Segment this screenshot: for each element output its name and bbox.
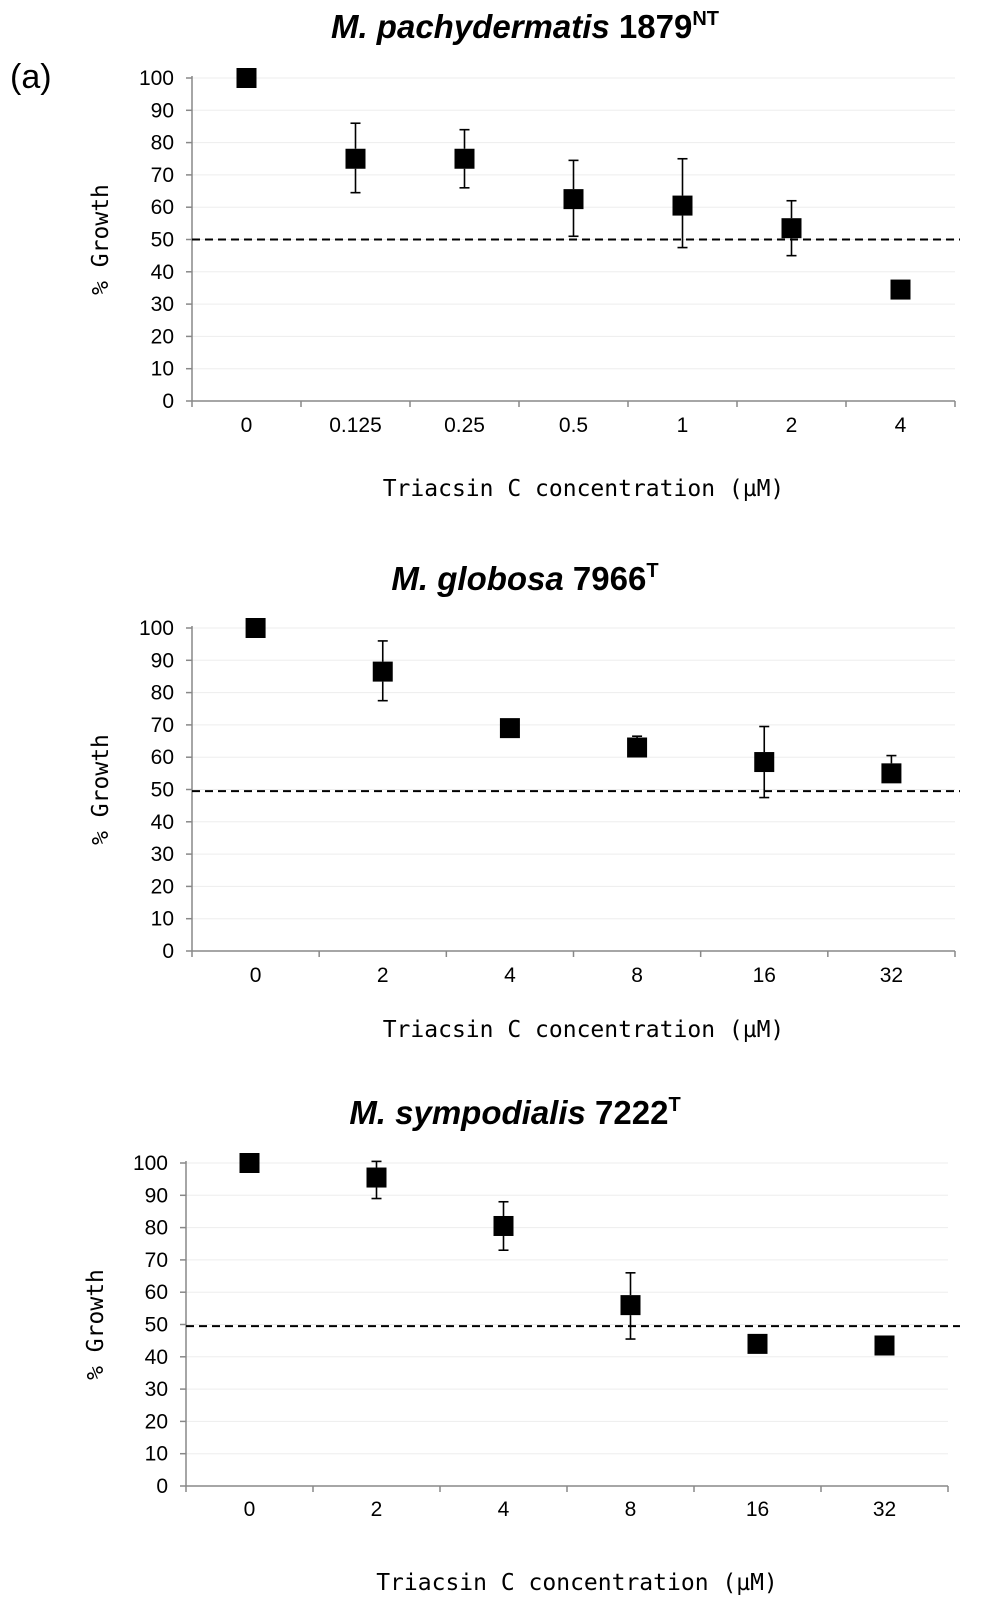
y-tick-label: 30 (151, 843, 174, 866)
x-axis-title: Triacsin C concentration (µM) (383, 1017, 785, 1043)
y-tick-label: 20 (151, 875, 174, 898)
y-tick-label: 30 (145, 1378, 168, 1401)
data-point (672, 195, 693, 216)
data-point (874, 1335, 895, 1356)
panel-label: (a) (10, 58, 52, 96)
x-axis-title: Triacsin C concentration (µM) (383, 476, 785, 502)
title-superscript: NT (692, 8, 719, 30)
data-point (366, 1167, 387, 1188)
title-strain: 1879 (610, 8, 693, 45)
x-tick-label: 0.125 (329, 414, 382, 437)
y-axis-title: % Growth (88, 184, 114, 295)
x-tick-label: 8 (625, 1498, 637, 1521)
title-strain: 7966 (564, 560, 647, 597)
title-species: M. globosa (391, 560, 563, 597)
x-tick-label: 2 (377, 964, 389, 987)
y-tick-label: 70 (151, 164, 174, 187)
y-tick-label: 50 (151, 779, 174, 802)
data-point (493, 1215, 514, 1236)
y-tick-label: 90 (151, 99, 174, 122)
data-point (747, 1333, 768, 1354)
y-tick-label: 70 (145, 1249, 168, 1272)
x-tick-label: 8 (631, 964, 643, 987)
data-point (627, 737, 648, 758)
y-tick-label: 70 (151, 714, 174, 737)
y-tick-label: 90 (145, 1184, 168, 1207)
y-axis-title: % Growth (88, 734, 114, 845)
y-tick-label: 30 (151, 293, 174, 316)
data-point (454, 148, 475, 169)
x-tick-label: 0 (241, 414, 253, 437)
x-tick-label: 32 (873, 1498, 896, 1521)
x-tick-label: 1 (677, 414, 689, 437)
y-tick-label: 80 (151, 682, 174, 705)
x-tick-label: 2 (371, 1498, 383, 1521)
y-tick-label: 60 (151, 196, 174, 219)
y-tick-label: 60 (151, 746, 174, 769)
y-tick-label: 80 (151, 132, 174, 155)
title-species: M. pachydermatis (331, 8, 610, 45)
y-tick-label: 90 (151, 649, 174, 672)
data-point (499, 718, 520, 739)
x-tick-label: 2 (786, 414, 798, 437)
y-tick-label: 100 (133, 1152, 168, 1175)
y-tick-label: 0 (156, 1475, 168, 1498)
x-tick-label: 0.5 (559, 414, 588, 437)
y-tick-label: 20 (145, 1410, 168, 1433)
y-tick-label: 20 (151, 325, 174, 348)
y-tick-label: 40 (145, 1346, 168, 1369)
data-point (781, 218, 802, 239)
x-tick-label: 4 (498, 1498, 510, 1521)
data-point (345, 148, 366, 169)
title-superscript: T (646, 560, 658, 582)
data-point (372, 661, 393, 682)
y-axis-title: % Growth (83, 1269, 109, 1380)
data-point (620, 1295, 641, 1316)
x-tick-label: 32 (880, 964, 903, 987)
y-tick-label: 0 (162, 940, 174, 963)
y-tick-label: 40 (151, 811, 174, 834)
title-species: M. sympodialis (349, 1094, 586, 1131)
chart-title: M. sympodialis 7222T (349, 1094, 680, 1131)
x-tick-label: 4 (895, 414, 907, 437)
y-tick-label: 50 (151, 229, 174, 252)
data-point (754, 752, 775, 773)
chart-3: M. sympodialis 7222T01020304050607080901… (83, 1094, 960, 1596)
y-tick-label: 60 (145, 1281, 168, 1304)
x-axis-title: Triacsin C concentration (µM) (376, 1570, 778, 1596)
y-tick-label: 0 (162, 390, 174, 413)
chart-title: M. pachydermatis 1879NT (331, 8, 719, 45)
x-tick-label: 4 (504, 964, 516, 987)
y-tick-label: 40 (151, 261, 174, 284)
data-point (563, 189, 584, 210)
y-tick-label: 10 (145, 1443, 168, 1466)
data-point (239, 1153, 260, 1173)
title-strain: 7222 (586, 1094, 669, 1131)
data-point (245, 618, 266, 638)
title-superscript: T (668, 1094, 680, 1116)
chart-title: M. globosa 7966T (391, 560, 658, 597)
y-tick-label: 100 (139, 617, 174, 640)
y-tick-label: 100 (139, 67, 174, 90)
y-tick-label: 10 (151, 358, 174, 381)
y-tick-label: 50 (145, 1314, 168, 1337)
x-tick-label: 0 (244, 1498, 256, 1521)
x-tick-label: 16 (746, 1498, 769, 1521)
charts-layer: M. pachydermatis 1879NT01020304050607080… (83, 8, 960, 1596)
chart-2: M. globosa 7966T 0 10 20 30 40 50 60 70 80 90 100 0 2… (88, 560, 960, 1043)
x-tick-label: 16 (753, 964, 776, 987)
data-point (236, 68, 257, 88)
data-point (881, 763, 902, 784)
data-point (890, 279, 911, 300)
chart-1: M. pachydermatis 1879NT01020304050607080… (88, 8, 960, 502)
y-tick-label: 80 (145, 1217, 168, 1240)
x-tick-label: 0.25 (444, 414, 485, 437)
x-tick-label: 0 (250, 964, 262, 987)
y-tick-label: 10 (151, 908, 174, 931)
